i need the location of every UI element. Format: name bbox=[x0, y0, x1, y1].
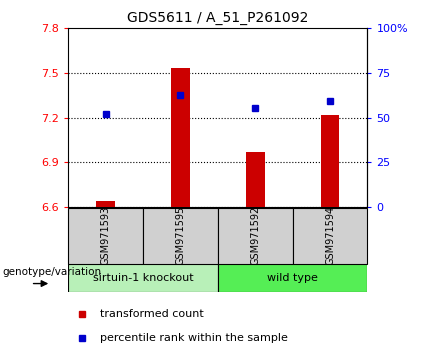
Text: GSM971593: GSM971593 bbox=[101, 206, 110, 266]
Text: genotype/variation: genotype/variation bbox=[2, 267, 101, 277]
Text: percentile rank within the sample: percentile rank within the sample bbox=[100, 333, 288, 343]
Bar bbox=[143, 208, 218, 264]
Text: GSM971594: GSM971594 bbox=[325, 206, 335, 266]
Text: wild type: wild type bbox=[267, 273, 318, 283]
Bar bbox=[321, 115, 339, 207]
Bar bbox=[218, 208, 293, 264]
Bar bbox=[68, 264, 218, 292]
Text: GSM971595: GSM971595 bbox=[176, 206, 185, 266]
Text: sirtuin-1 knockout: sirtuin-1 knockout bbox=[93, 273, 193, 283]
Title: GDS5611 / A_51_P261092: GDS5611 / A_51_P261092 bbox=[127, 11, 308, 24]
Text: GSM971592: GSM971592 bbox=[250, 206, 260, 266]
Bar bbox=[96, 201, 115, 207]
Bar bbox=[246, 152, 264, 207]
Bar bbox=[171, 68, 190, 207]
Bar bbox=[293, 208, 367, 264]
Bar bbox=[68, 208, 143, 264]
Bar bbox=[218, 264, 367, 292]
Text: transformed count: transformed count bbox=[100, 309, 204, 319]
